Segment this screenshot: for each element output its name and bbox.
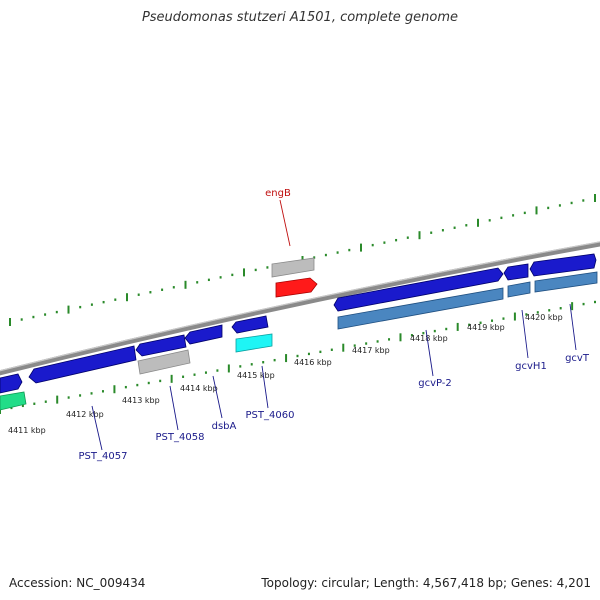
gene-label-dsba[interactable]: dsbA	[212, 421, 237, 432]
gene-leader-gcvp-2	[425, 329, 434, 377]
gene-label-gcvh1[interactable]: gcvH1	[515, 361, 547, 372]
gene-leader-dsba	[212, 375, 223, 419]
kbp-label-2: 4413 kbp	[122, 396, 160, 405]
reverse-feature-gcvp2[interactable]	[337, 287, 504, 330]
green-feature-left[interactable]	[0, 391, 27, 411]
gene-label-gcvt[interactable]: gcvT	[565, 353, 590, 364]
outer-tick-track	[9, 194, 596, 326]
gray-feature-engb-region[interactable]	[271, 257, 315, 278]
cds-forward-gcvp2[interactable]	[333, 267, 504, 312]
gene-leader-engb	[279, 199, 291, 247]
genome-backbone-highlight	[0, 241, 600, 372]
kbp-labels: 4411 kbp 4412 kbp 4413 kbp 4414 kbp 4415 kbp…	[8, 313, 563, 435]
genome-backbone	[0, 241, 600, 376]
gene-label-pst_4057[interactable]: PST_4057	[79, 451, 128, 462]
cds-reverse-pst4060[interactable]	[231, 315, 269, 334]
gene-label-engb[interactable]: engB	[265, 188, 291, 199]
forward-features	[271, 253, 597, 312]
gene-leader-pst_4060	[261, 365, 269, 409]
kbp-label-0: 4411 kbp	[8, 426, 46, 435]
cyan-feature-pst4060[interactable]	[235, 333, 273, 353]
gene-label-pst_4058[interactable]: PST_4058	[156, 432, 205, 443]
kbp-label-9: 4420 kbp	[525, 313, 563, 322]
red-feature-engb[interactable]	[275, 277, 318, 298]
gene-leader-gcvt	[569, 303, 577, 351]
kbp-label-7: 4418 kbp	[410, 334, 448, 343]
kbp-label-8: 4419 kbp	[467, 323, 505, 332]
map-title: Pseudomonas stutzeri A1501, complete gen…	[141, 10, 459, 25]
kbp-label-4: 4415 kbp	[237, 371, 275, 380]
kbp-label-5: 4416 kbp	[294, 358, 332, 367]
cds-left-edge[interactable]	[0, 373, 23, 394]
cds-reverse-dsba[interactable]	[184, 324, 223, 345]
inner-tick-track	[0, 300, 596, 414]
kbp-label-6: 4417 kbp	[352, 346, 390, 355]
cds-reverse-pst4058-a[interactable]	[135, 334, 187, 357]
gene-label-pst_4060[interactable]: PST_4060	[246, 410, 295, 421]
gene-leader-pst_4057	[91, 405, 103, 451]
topology-text: Topology: circular; Length: 4,567,418 bp…	[261, 576, 591, 590]
reverse-features	[0, 271, 598, 411]
cds-forward-gcvh1[interactable]	[503, 263, 529, 281]
accession-text: Accession: NC_009434	[9, 576, 146, 590]
gene-labels: engB PST_4057 PST_4058 dsbA PST_4060 gcvP-2 gc…	[79, 188, 590, 462]
reverse-feature-gcvt[interactable]	[534, 271, 598, 293]
gene-leader-pst_4058	[169, 385, 179, 431]
gray-feature-pst4058[interactable]	[137, 349, 191, 375]
cds-reverse-pst4057[interactable]	[28, 345, 137, 384]
reverse-feature-gcvh1[interactable]	[507, 281, 531, 298]
cds-forward-gcvt[interactable]	[529, 253, 597, 277]
gene-leader-gcvh1	[521, 309, 529, 359]
gene-label-gcvp-2[interactable]: gcvP-2	[418, 378, 452, 389]
kbp-label-1: 4412 kbp	[66, 410, 104, 419]
kbp-label-3: 4414 kbp	[180, 384, 218, 393]
